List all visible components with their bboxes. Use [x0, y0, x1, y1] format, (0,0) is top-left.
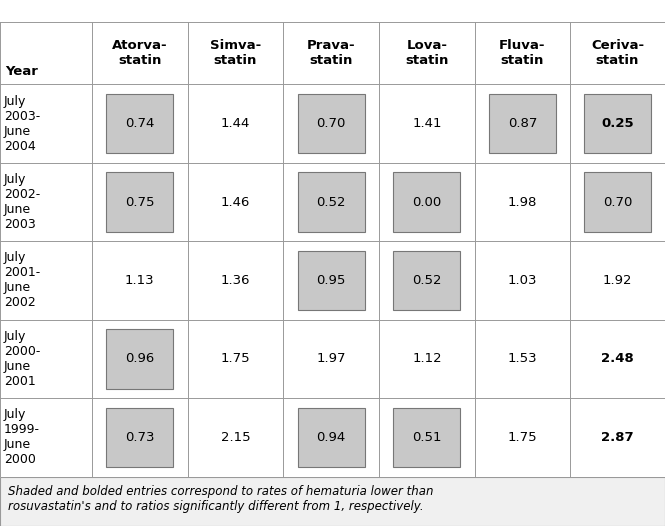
Text: 0.52: 0.52: [317, 196, 346, 208]
Text: Year: Year: [5, 65, 38, 77]
Bar: [106, 329, 173, 389]
Text: Lova-
statin: Lova- statin: [405, 39, 449, 67]
Text: Atorva-
statin: Atorva- statin: [112, 39, 168, 67]
Text: 1.75: 1.75: [507, 431, 537, 444]
Bar: [106, 172, 173, 232]
Text: July
2003-
June
2004: July 2003- June 2004: [4, 95, 41, 153]
Bar: [584, 172, 651, 232]
Text: 0.70: 0.70: [317, 117, 346, 130]
Text: July
2001-
June
2002: July 2001- June 2002: [4, 251, 41, 309]
Bar: [298, 251, 364, 310]
Text: 1.92: 1.92: [602, 274, 632, 287]
Text: July
2000-
June
2001: July 2000- June 2001: [4, 330, 41, 388]
Text: 1.36: 1.36: [221, 274, 250, 287]
Text: July
1999-
June
2000: July 1999- June 2000: [4, 408, 40, 467]
Bar: [106, 94, 173, 154]
Text: Medscape®: Medscape®: [7, 3, 85, 16]
Text: 0.70: 0.70: [602, 196, 632, 208]
Text: 0.52: 0.52: [412, 274, 442, 287]
Bar: [298, 408, 364, 467]
Text: 0.00: 0.00: [412, 196, 442, 208]
Text: Ceriva-
statin: Ceriva- statin: [591, 39, 644, 67]
Text: 0.94: 0.94: [317, 431, 346, 444]
Bar: [298, 172, 364, 232]
Text: 2.87: 2.87: [601, 431, 634, 444]
Text: Fluva-
statin: Fluva- statin: [499, 39, 545, 67]
Text: 1.12: 1.12: [412, 352, 442, 366]
Text: 1.75: 1.75: [221, 352, 250, 366]
Text: 0.51: 0.51: [412, 431, 442, 444]
Text: Prava-
statin: Prava- statin: [307, 39, 356, 67]
Text: 1.44: 1.44: [221, 117, 250, 130]
Text: 2.15: 2.15: [221, 431, 250, 444]
Text: 0.73: 0.73: [125, 431, 154, 444]
Text: 0.74: 0.74: [125, 117, 154, 130]
Text: 0.95: 0.95: [317, 274, 346, 287]
Text: www.medscape.com: www.medscape.com: [213, 3, 334, 16]
Bar: [394, 172, 460, 232]
Text: 1.97: 1.97: [317, 352, 346, 366]
Text: Simva-
statin: Simva- statin: [209, 39, 261, 67]
Text: 1.03: 1.03: [507, 274, 537, 287]
Text: July
2002-
June
2003: July 2002- June 2003: [4, 173, 41, 231]
Bar: [584, 94, 651, 154]
Bar: [489, 94, 556, 154]
Text: Shaded and bolded entries correspond to rates of hematuria lower than
rosuvastat: Shaded and bolded entries correspond to …: [8, 485, 434, 513]
Bar: [298, 94, 364, 154]
Text: 1.53: 1.53: [507, 352, 537, 366]
Bar: [394, 408, 460, 467]
Text: 0.96: 0.96: [125, 352, 154, 366]
Text: 0.87: 0.87: [507, 117, 537, 130]
Text: 0.25: 0.25: [601, 117, 634, 130]
Bar: [394, 251, 460, 310]
Text: 1.98: 1.98: [507, 196, 537, 208]
Text: 2.48: 2.48: [601, 352, 634, 366]
Text: 1.41: 1.41: [412, 117, 442, 130]
Text: 1.13: 1.13: [125, 274, 154, 287]
Text: 1.46: 1.46: [221, 196, 250, 208]
Bar: [106, 408, 173, 467]
Text: 0.75: 0.75: [125, 196, 154, 208]
